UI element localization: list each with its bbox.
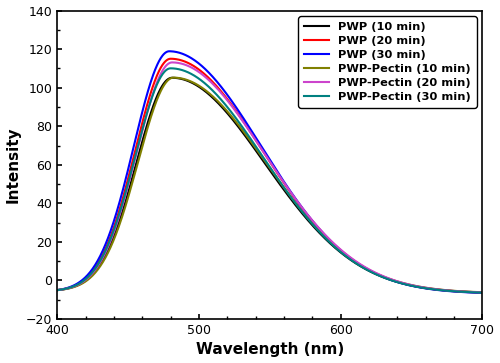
PWP (30 min) (480, 291, 486, 295)
PWP-Pectin (10 min) (480, 290, 486, 294)
PWP-Pectin (10 min) (386, 277, 392, 281)
PWP-Pectin (30 min) (480, 290, 486, 295)
PWP-Pectin (30 min) (98, 258, 104, 262)
Line: PWP (30 min): PWP (30 min) (58, 51, 482, 293)
PWP (10 min) (226, 114, 232, 118)
PWP (10 min) (98, 261, 104, 265)
PWP (10 min) (242, 134, 248, 138)
PWP-Pectin (20 min) (242, 122, 248, 127)
PWP (20 min) (226, 100, 232, 105)
PWP-Pectin (30 min) (54, 288, 60, 292)
PWP-Pectin (10 min) (54, 288, 60, 292)
PWP-Pectin (10 min) (170, 76, 176, 80)
PWP (30 min) (346, 256, 352, 260)
PWP (10 min) (54, 288, 60, 292)
PWP-Pectin (10 min) (226, 112, 232, 116)
PWP (20 min) (386, 277, 392, 281)
PWP (30 min) (242, 119, 248, 123)
PWP-Pectin (20 min) (169, 60, 175, 65)
PWP (20 min) (480, 290, 486, 295)
PWP (30 min) (98, 253, 104, 257)
Line: PWP (10 min): PWP (10 min) (58, 78, 482, 293)
PWP-Pectin (20 min) (394, 279, 400, 284)
PWP (30 min) (166, 49, 172, 53)
PWP (10 min) (169, 76, 175, 80)
PWP-Pectin (30 min) (226, 108, 232, 112)
PWP (30 min) (394, 280, 400, 284)
PWP (20 min) (242, 122, 248, 126)
PWP-Pectin (30 min) (242, 129, 248, 133)
PWP-Pectin (10 min) (346, 256, 352, 260)
PWP-Pectin (10 min) (394, 279, 400, 284)
PWP (10 min) (386, 277, 392, 282)
Y-axis label: Intensity: Intensity (6, 126, 20, 203)
X-axis label: Wavelength (nm): Wavelength (nm) (196, 342, 344, 358)
PWP-Pectin (30 min) (168, 66, 173, 70)
Line: PWP (20 min): PWP (20 min) (58, 59, 482, 293)
PWP (10 min) (346, 257, 352, 261)
PWP-Pectin (20 min) (98, 259, 104, 264)
PWP-Pectin (30 min) (394, 280, 400, 284)
PWP-Pectin (30 min) (386, 277, 392, 282)
PWP-Pectin (20 min) (346, 255, 352, 259)
PWP (20 min) (98, 256, 104, 261)
PWP-Pectin (20 min) (226, 101, 232, 106)
Line: PWP-Pectin (10 min): PWP-Pectin (10 min) (58, 78, 482, 292)
PWP-Pectin (20 min) (54, 288, 60, 292)
PWP (20 min) (168, 57, 173, 61)
PWP-Pectin (20 min) (386, 276, 392, 281)
PWP-Pectin (30 min) (346, 257, 352, 261)
PWP (20 min) (346, 255, 352, 260)
PWP-Pectin (10 min) (242, 131, 248, 136)
PWP (20 min) (394, 280, 400, 284)
Line: PWP-Pectin (20 min): PWP-Pectin (20 min) (58, 62, 482, 293)
PWP (20 min) (54, 288, 60, 292)
PWP (30 min) (226, 96, 232, 100)
Line: PWP-Pectin (30 min): PWP-Pectin (30 min) (58, 68, 482, 293)
PWP-Pectin (10 min) (98, 263, 104, 268)
Legend: PWP (10 min), PWP (20 min), PWP (30 min), PWP-Pectin (10 min), PWP-Pectin (20 mi: PWP (10 min), PWP (20 min), PWP (30 min)… (298, 16, 477, 107)
PWP (10 min) (394, 280, 400, 284)
PWP (30 min) (54, 288, 60, 292)
PWP (10 min) (480, 290, 486, 295)
PWP (30 min) (386, 277, 392, 282)
PWP-Pectin (20 min) (480, 290, 486, 295)
